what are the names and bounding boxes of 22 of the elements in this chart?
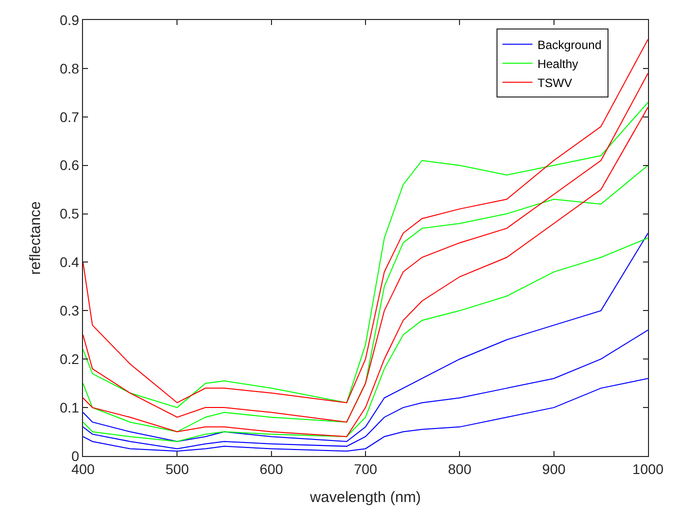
legend-label: TSWV	[537, 76, 572, 90]
line-series	[83, 330, 648, 450]
x-tick-label: 500	[165, 460, 190, 477]
legend-label: Healthy	[537, 56, 578, 71]
y-tick-label: 0.9	[60, 12, 80, 28]
x-tick-label: 900	[542, 460, 566, 477]
x-axis-title: wavelength (nm)	[309, 488, 421, 506]
y-tick-label: 0.5	[60, 206, 80, 222]
y-tick-label: 0.2	[60, 351, 80, 368]
y-tick-label: 0.7	[60, 108, 80, 125]
y-tick-label: 0.6	[60, 157, 80, 174]
x-tick-label: 600	[260, 460, 284, 477]
line-series	[83, 164, 648, 432]
y-tick-label: 0.8	[60, 60, 80, 76]
y-axis-title: reflectance	[26, 201, 44, 275]
y-tick-label: 0.3	[60, 302, 80, 319]
x-tick-label: 1000	[632, 460, 664, 477]
x-tick-label: 800	[448, 460, 472, 477]
legend-label: Background	[537, 38, 602, 52]
y-tick-label: 0.4	[60, 254, 80, 270]
x-tick-label: 700	[354, 460, 378, 477]
y-tick-label: 0.1	[60, 399, 80, 416]
